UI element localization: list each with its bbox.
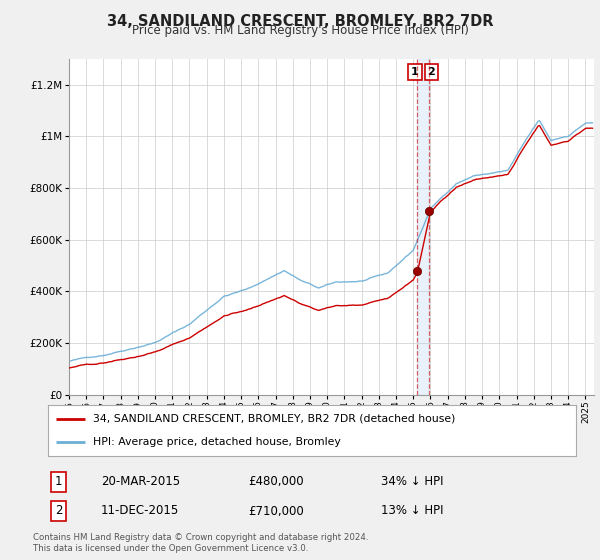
Text: 11-DEC-2015: 11-DEC-2015 [101,505,179,517]
Bar [417,59,429,395]
Text: 2: 2 [427,67,435,77]
Text: 1: 1 [55,475,62,488]
Text: Contains HM Land Registry data © Crown copyright and database right 2024.
This d: Contains HM Land Registry data © Crown c… [33,533,368,553]
Text: Price paid vs. HM Land Registry's House Price Index (HPI): Price paid vs. HM Land Registry's House … [131,24,469,37]
Text: 2: 2 [55,505,62,517]
Text: 13% ↓ HPI: 13% ↓ HPI [380,505,443,517]
Text: £480,000: £480,000 [248,475,304,488]
Text: 1: 1 [411,67,419,77]
Text: HPI: Average price, detached house, Bromley: HPI: Average price, detached house, Brom… [93,437,341,447]
Text: 34, SANDILAND CRESCENT, BROMLEY, BR2 7DR: 34, SANDILAND CRESCENT, BROMLEY, BR2 7DR [107,14,493,29]
Text: 34% ↓ HPI: 34% ↓ HPI [380,475,443,488]
Text: 20-MAR-2015: 20-MAR-2015 [101,475,180,488]
Text: £710,000: £710,000 [248,505,304,517]
Text: 34, SANDILAND CRESCENT, BROMLEY, BR2 7DR (detached house): 34, SANDILAND CRESCENT, BROMLEY, BR2 7DR… [93,414,455,424]
